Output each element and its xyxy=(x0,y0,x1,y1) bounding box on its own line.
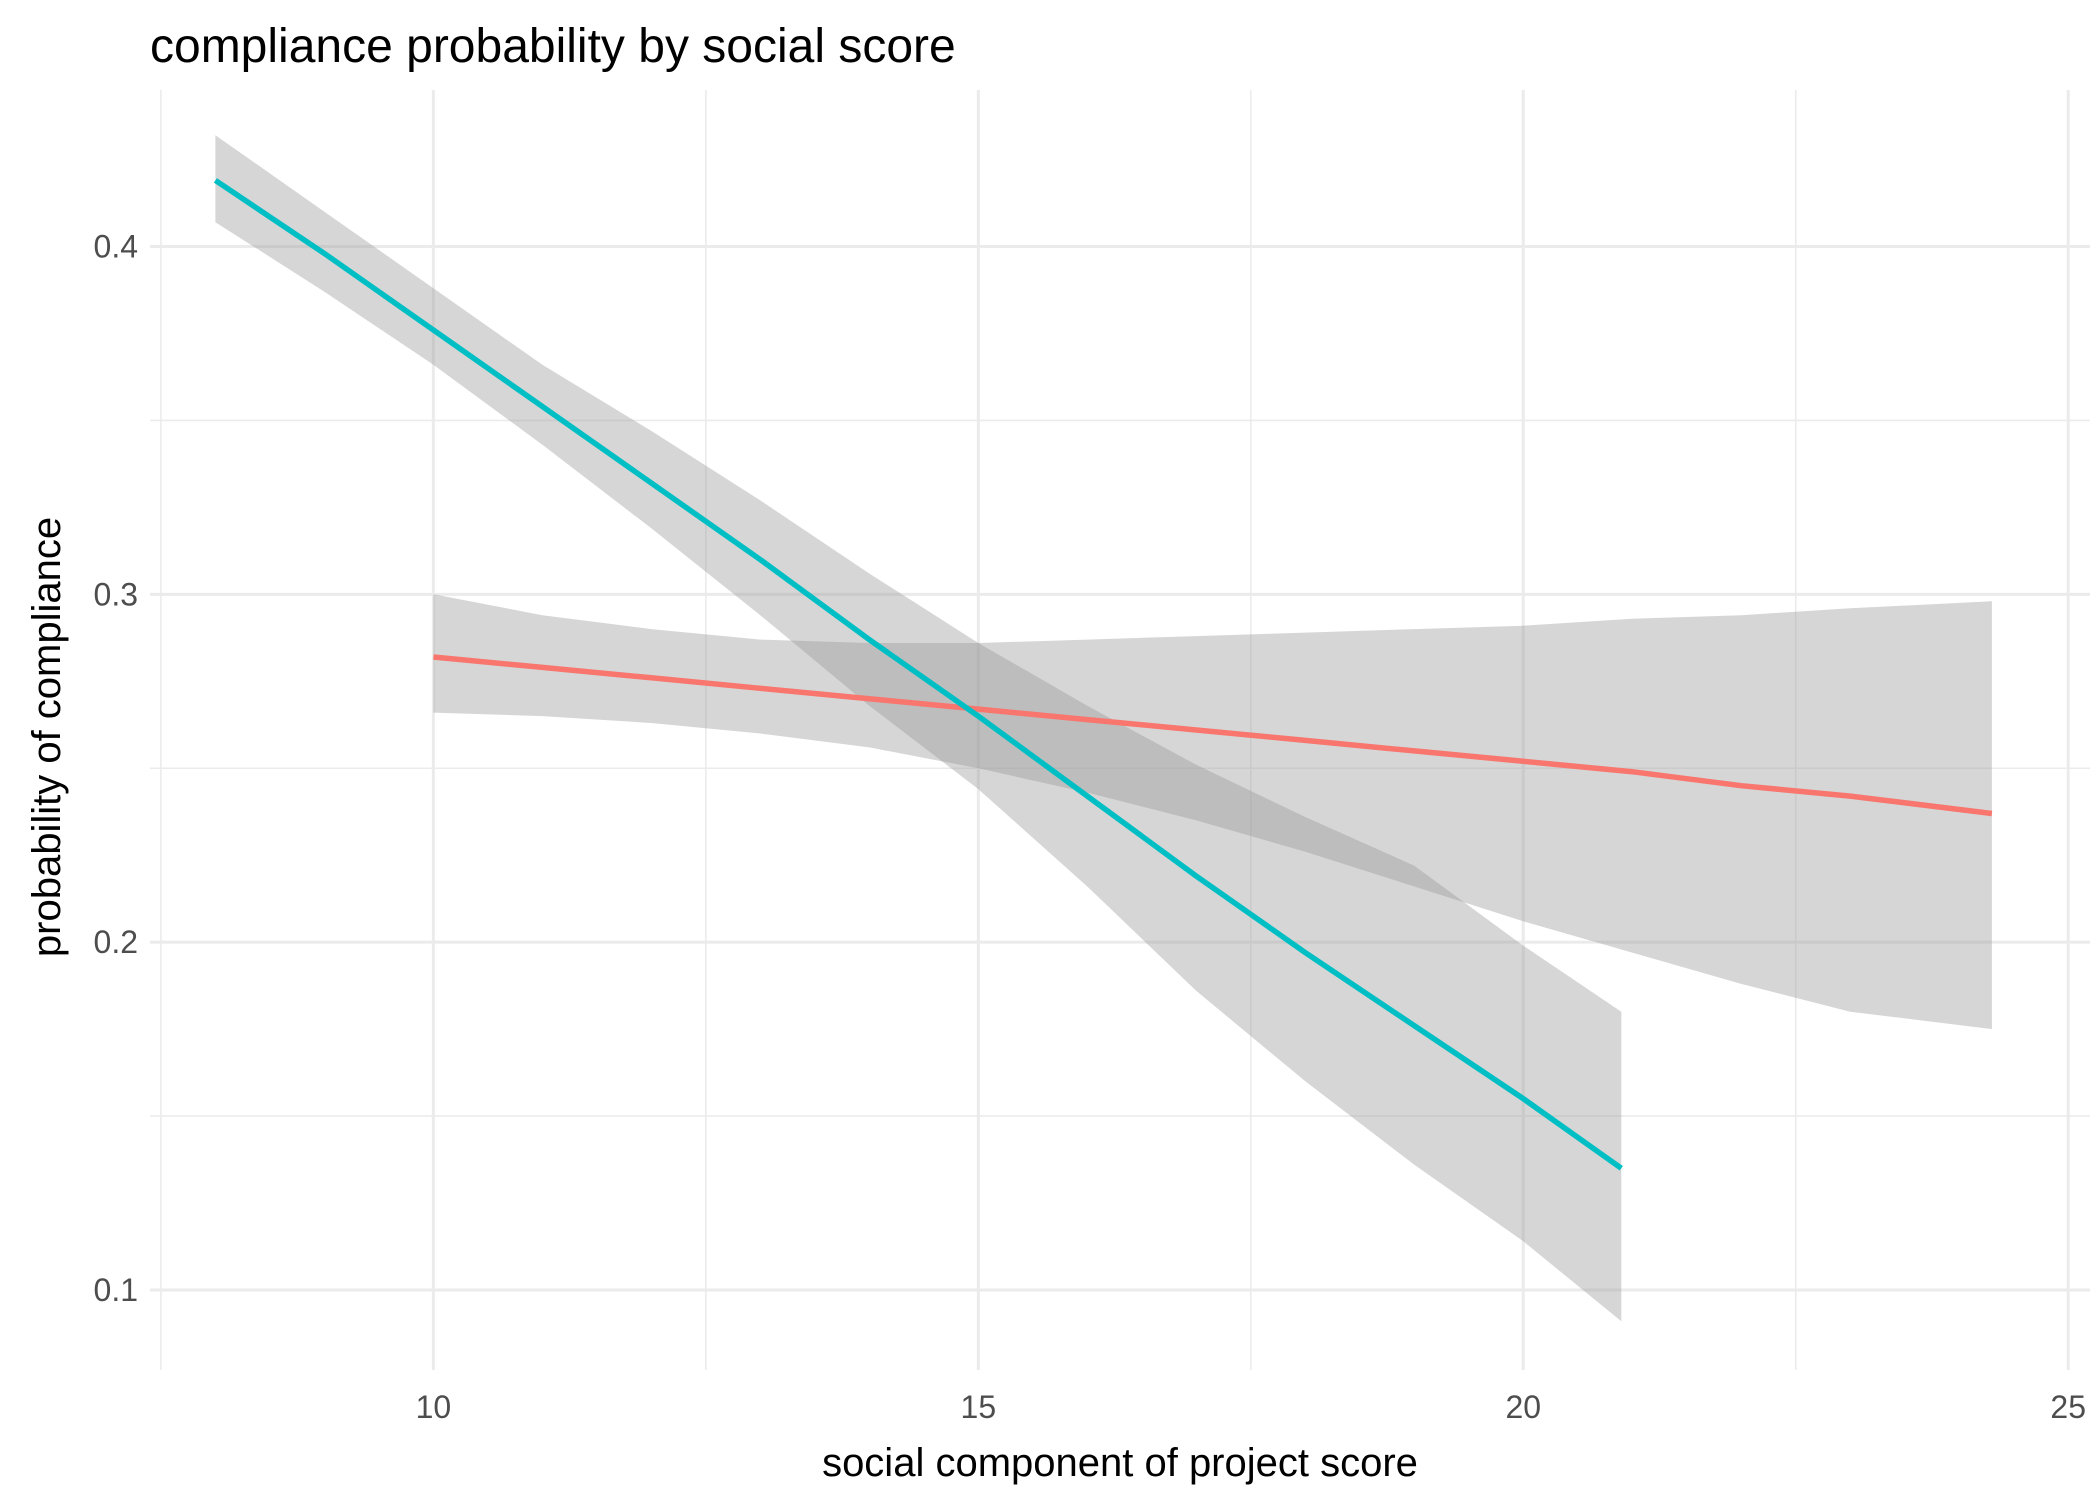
series-lines xyxy=(213,178,1993,1171)
y-tick-label: 0.3 xyxy=(94,576,138,612)
series-line-1 xyxy=(433,654,1993,817)
y-axis-ticks: 0.1 0.2 0.3 0.4 xyxy=(94,229,138,1308)
y-tick-label: 0.1 xyxy=(94,1272,138,1308)
x-axis-ticks: 10 15 20 25 xyxy=(416,1389,2086,1425)
y-axis-label: probability of compliance xyxy=(25,517,69,957)
confidence-ribbons xyxy=(215,135,1992,1322)
y-tick-label: 0.2 xyxy=(94,924,138,960)
confidence-ribbon-2 xyxy=(215,135,1622,1322)
x-tick-label: 10 xyxy=(416,1389,452,1425)
y-tick-label: 0.4 xyxy=(94,229,138,265)
chart-title: compliance probability by social score xyxy=(150,20,956,73)
confidence-ribbon-1 xyxy=(433,594,1992,1030)
x-axis-label: social component of project score xyxy=(822,1441,1418,1485)
series-line-2 xyxy=(213,178,1623,1171)
x-tick-label: 15 xyxy=(961,1389,997,1425)
x-tick-label: 25 xyxy=(2050,1389,2086,1425)
grid xyxy=(150,90,2090,1370)
x-tick-label: 20 xyxy=(1505,1389,1541,1425)
